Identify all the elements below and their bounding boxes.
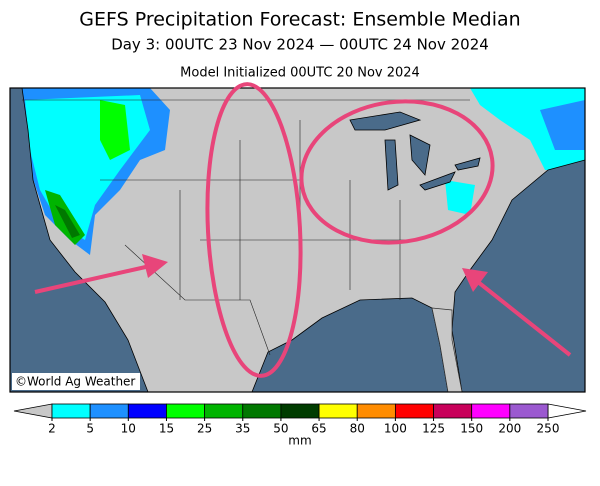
colorbar: 2 5 10 15 25 35 50 65 80 100 125 150 200 250 (13, 403, 587, 436)
colorbar-tick-label: 25 (197, 422, 212, 436)
arrow-head (462, 268, 488, 292)
colorbar-box (166, 403, 206, 419)
colorbar-box (127, 403, 167, 419)
arrow (34, 264, 151, 294)
colorbar-box (433, 403, 473, 419)
lake (419, 171, 456, 191)
lake (409, 134, 431, 176)
colorbar-unit: mm (288, 434, 311, 448)
watermark: ©World Ag Weather (15, 375, 135, 389)
colorbar-box (89, 403, 129, 419)
precip-area (445, 180, 475, 215)
colorbar-box (356, 403, 396, 419)
arrow-head (142, 254, 168, 278)
map: ©World Ag Weather (9, 82, 586, 393)
colorbar-box (242, 403, 282, 419)
lake (349, 111, 422, 131)
watermark-bg (12, 373, 140, 390)
colorbar-box (51, 403, 91, 419)
lake (454, 157, 481, 171)
precip-area (540, 100, 585, 150)
colorbar-under (13, 403, 53, 419)
colorbar-tick-label: 100 (384, 422, 407, 436)
colorbar-tick-label: 80 (350, 422, 365, 436)
colorbar-over (547, 403, 587, 419)
colorbar-tick-label: 2 (48, 422, 56, 436)
colorbar-box (394, 403, 434, 419)
subtitle: Day 3: 00UTC 23 Nov 2024 — 00UTC 24 Nov … (111, 36, 489, 54)
highlight-ellipse (205, 82, 303, 378)
colorbar-tick-label: 250 (537, 422, 560, 436)
colorbar-tick-label: 35 (235, 422, 250, 436)
precip-area (55, 205, 80, 238)
colorbar-tick-label: 65 (311, 422, 326, 436)
colorbar-tick-label: 5 (86, 422, 94, 436)
title: GEFS Precipitation Forecast: Ensemble Me… (79, 9, 520, 31)
map-frame (9, 87, 586, 393)
precip-area (100, 100, 130, 160)
lake (384, 139, 399, 191)
colorbar-tick-label: 150 (460, 422, 483, 436)
colorbar-tick-label: 200 (498, 422, 521, 436)
colorbar-box (471, 403, 511, 419)
colorbar-box (509, 403, 549, 419)
colorbar-tick-label: 50 (273, 422, 288, 436)
colorbar-box (204, 403, 244, 419)
arrow (476, 280, 572, 357)
init-time: Model Initialized 00UTC 20 Nov 2024 (180, 66, 420, 81)
colorbar-box (318, 403, 358, 419)
colorbar-tick-label: 10 (121, 422, 136, 436)
colorbar-tick-label: 125 (422, 422, 445, 436)
colorbar-box (280, 403, 320, 419)
colorbar-tick-label: 15 (159, 422, 174, 436)
highlight-ellipse (299, 99, 495, 245)
